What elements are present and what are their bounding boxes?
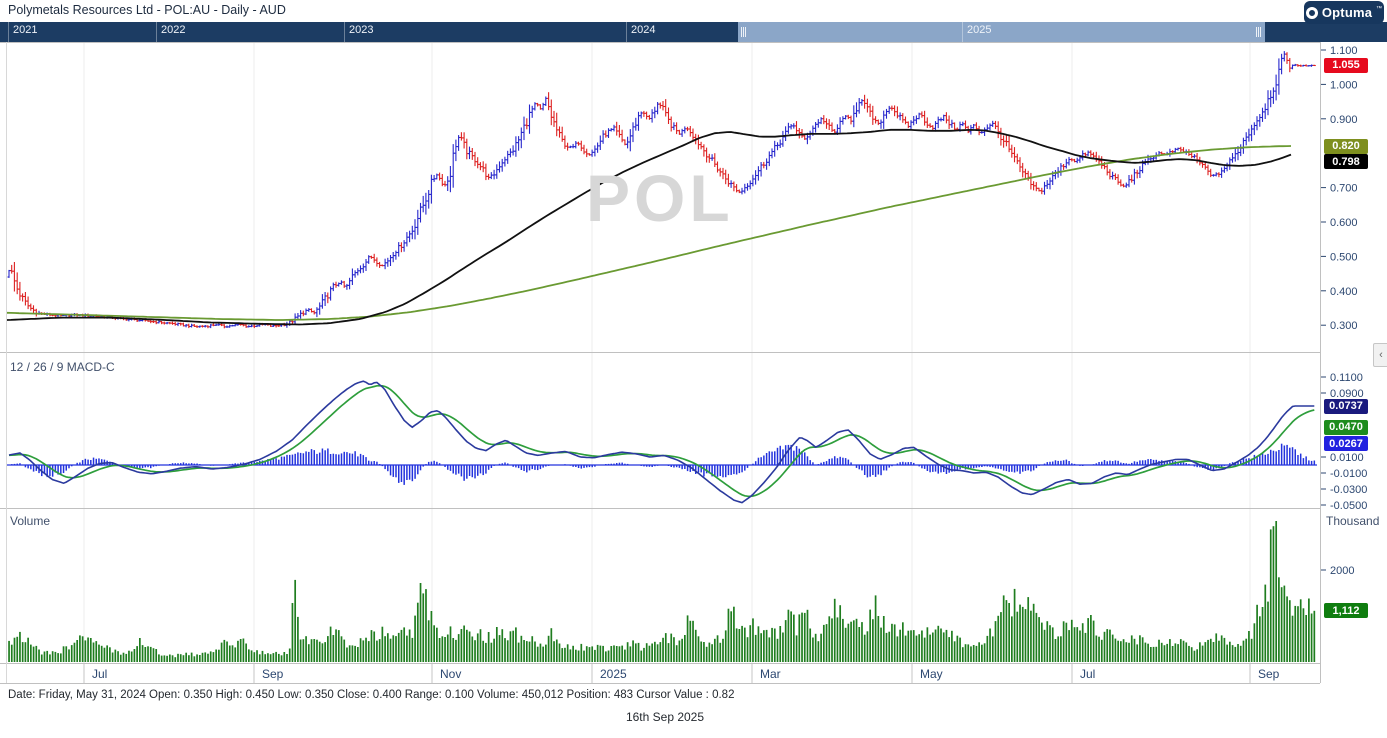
x-axis-label: 2025	[600, 667, 627, 681]
axis-tick-label: 0.0100	[1330, 452, 1364, 464]
optuma-logo-icon	[1305, 6, 1318, 19]
axis-tick-label: 0.900	[1330, 114, 1358, 126]
last-price-label: 1.055	[1324, 57, 1368, 73]
navigator-year-2022: 2022	[161, 24, 186, 36]
navigator-year-2025: 2025	[967, 24, 992, 36]
axis-tick-label: 2000	[1330, 565, 1354, 577]
axis-tick-label: 0.600	[1330, 217, 1358, 229]
x-axis-label: Sep	[262, 667, 284, 681]
collapse-axis-button[interactable]: ‹	[1373, 343, 1387, 367]
trademark-mark: ™	[1376, 5, 1383, 12]
axis-tick-label: 0.400	[1330, 286, 1358, 298]
axis-tick-label: 1.100	[1330, 45, 1358, 57]
volume-axis-unit: Thousand	[1326, 514, 1380, 528]
navigator-resize-handle[interactable]	[1256, 27, 1263, 37]
x-axis-label: Sep	[1258, 667, 1280, 681]
axis-tick-label: 1.000	[1330, 79, 1358, 91]
navigator-year-2024: 2024	[631, 24, 656, 36]
macd-value-label: 0.0737	[1324, 398, 1368, 414]
volume-value-label: 1,112	[1324, 603, 1368, 619]
x-axis-label: Nov	[440, 667, 461, 681]
navigator-year-separator	[962, 22, 963, 42]
axis-tick-label: 0.700	[1330, 183, 1358, 195]
axis-tick-label: -0.0300	[1330, 484, 1367, 496]
navigator-year-separator	[8, 22, 9, 42]
axis-tick-label: -0.0500	[1330, 500, 1367, 512]
axis-tick-label: 0.0900	[1330, 388, 1364, 400]
title-bar: Polymetals Resources Ltd - POL:AU - Dail…	[0, 0, 1387, 24]
navigator-year-separator	[344, 22, 345, 42]
x-axis-label: Jul	[92, 667, 107, 681]
ma-fast-value-label: 0.798	[1324, 154, 1368, 170]
signal-value-label: 0.0470	[1324, 419, 1368, 435]
navigator-year-separator	[626, 22, 627, 42]
axis-tick-label: 0.500	[1330, 251, 1358, 263]
navigator-resize-handle[interactable]	[741, 27, 748, 37]
navigator-year-separator	[156, 22, 157, 42]
chart-title: Polymetals Resources Ltd - POL:AU - Dail…	[8, 3, 286, 17]
ma-slow-value-label: 0.820	[1324, 138, 1368, 154]
optuma-logo: Optuma ™	[1304, 1, 1384, 24]
axis-tick-label: 0.300	[1330, 320, 1358, 332]
macd-panel-label: 12 / 26 / 9 MACD-C	[10, 360, 115, 374]
timeline-navigator[interactable]: 2021 2022 2023 2024 2025	[0, 22, 1387, 42]
optuma-logo-text: Optuma	[1321, 5, 1373, 20]
axis-tick-label: -0.0100	[1330, 468, 1367, 480]
histogram-value-label: 0.0267	[1324, 436, 1368, 452]
x-axis-label: Jul	[1080, 667, 1095, 681]
navigator-selected-range[interactable]	[738, 22, 1265, 42]
x-axis-label: Mar	[760, 667, 781, 681]
volume-panel-label: Volume	[10, 514, 51, 528]
symbol-watermark: POL	[586, 161, 734, 235]
x-axis-label: May	[920, 667, 943, 681]
axis-tick-label: 0.1100	[1330, 372, 1363, 384]
status-bar: Date: Friday, May 31, 2024 Open: 0.350 H…	[8, 689, 735, 701]
footer-date: 16th Sep 2025	[625, 710, 705, 724]
navigator-year-2023: 2023	[349, 24, 374, 36]
navigator-year-2021: 2021	[13, 24, 38, 36]
